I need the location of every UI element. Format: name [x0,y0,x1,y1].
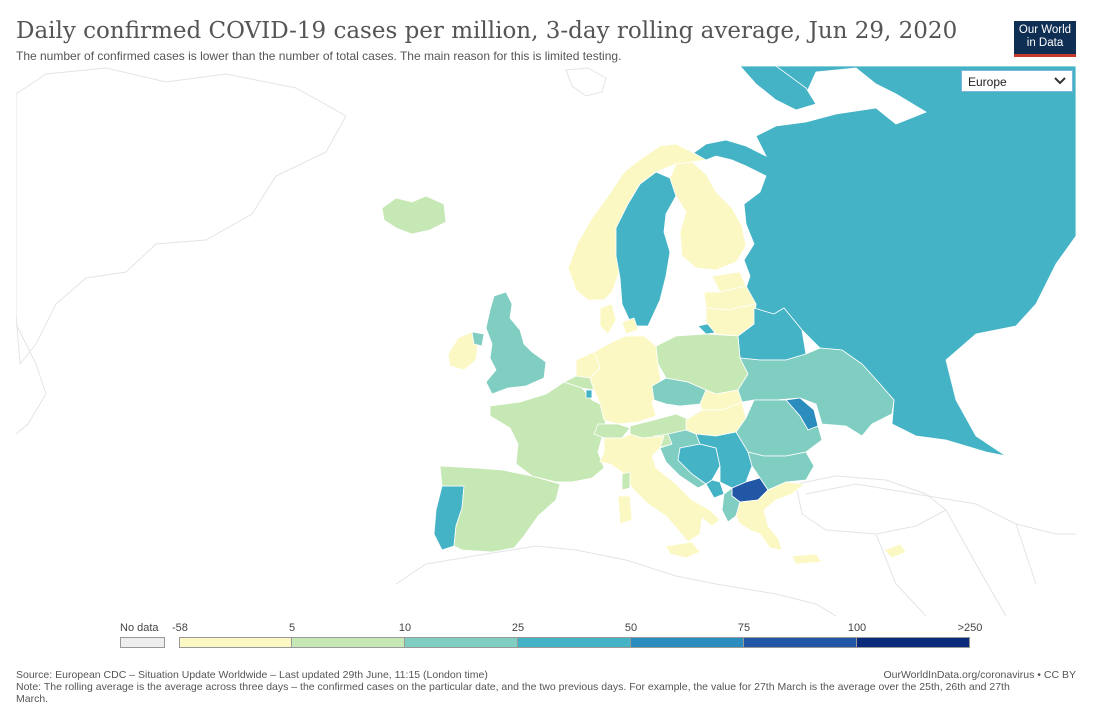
region-dropdown[interactable]: Europe [961,70,1073,92]
country-iceland[interactable] [381,195,447,235]
country-italy[interactable] [599,433,721,543]
north-africa-outline [395,545,837,616]
legend-tick-label-1: 5 [288,622,296,634]
country-montenegro[interactable] [705,479,725,499]
country-switzerland[interactable] [593,423,631,439]
background-outlines [16,67,1076,616]
footer: Source: European CDC – Situation Update … [16,669,1076,705]
owid-logo[interactable]: Our World in Data [1014,21,1076,57]
country-norway[interactable] [567,143,708,301]
legend-swatch-3[interactable] [518,637,631,648]
legend-swatch-4[interactable] [631,637,744,648]
country-bulgaria[interactable] [747,451,815,491]
legend-tick-label-0: -58 [172,622,188,634]
chart-subtitle: The number of confirmed cases is lower t… [16,49,622,63]
choropleth-map [16,65,1076,616]
legend-end-label: >250 [957,622,983,634]
logo-line-2: in Data [1026,37,1064,49]
north-america-outline [16,323,47,435]
country-russia[interactable] [691,65,1076,457]
italy-sardinia[interactable] [617,495,633,525]
greece-crete[interactable] [791,553,823,565]
country-sweden[interactable] [615,171,677,327]
country-luxembourg[interactable] [585,389,593,399]
legend-tick-label-6: 100 [847,622,867,634]
legend-no-data-label: No data [120,622,159,634]
italy-sicily[interactable] [665,541,701,559]
region-dropdown-value: Europe [968,75,1007,89]
country-ukraine[interactable] [737,347,895,437]
legend-swatch-5[interactable] [744,637,857,648]
chevron-down-icon [1054,77,1066,85]
legend-swatch-2[interactable] [405,637,518,648]
middle-east-outline [805,483,1076,535]
source-text: Source: European CDC – Situation Update … [16,669,488,681]
country-germany[interactable] [589,335,663,425]
logo-line-1: Our World [1018,24,1072,36]
color-legend: No data -58 5 10 25 50 75 100 >250 [120,622,983,652]
novaya-zemlya[interactable] [739,65,817,111]
turkey-outline [795,475,947,535]
middle-east-borders [875,509,1037,616]
france-corsica[interactable] [621,471,631,491]
greenland-outline [16,67,347,366]
legend-tick-label-2: 10 [398,622,412,634]
legend-swatch-1[interactable] [292,637,405,648]
note-text: Note: The rolling average is the average… [16,681,1010,705]
region-northern-ireland[interactable] [471,331,485,347]
source-url-link[interactable]: OurWorldInData.org/coronavirus • CC BY [883,669,1076,681]
legend-swatch-0[interactable] [179,637,292,648]
chart-title: Daily confirmed COVID-19 cases per milli… [16,18,958,44]
country-finland[interactable] [669,161,747,271]
legend-tick-label-5: 75 [737,622,751,634]
country-spain[interactable] [439,465,561,553]
legend-no-data-swatch[interactable] [120,637,165,648]
legend-tick-label-4: 50 [624,622,638,634]
legend-tick-label-3: 25 [511,622,525,634]
country-cyprus[interactable] [883,543,907,559]
country-united-kingdom[interactable] [485,291,547,395]
country-denmark[interactable] [599,303,617,335]
logo-accent-bar [1014,54,1076,57]
svalbard-outline [565,67,607,97]
denmark-islands[interactable] [621,317,639,335]
country-greece[interactable] [735,481,805,551]
legend-swatch-6[interactable] [857,637,970,648]
